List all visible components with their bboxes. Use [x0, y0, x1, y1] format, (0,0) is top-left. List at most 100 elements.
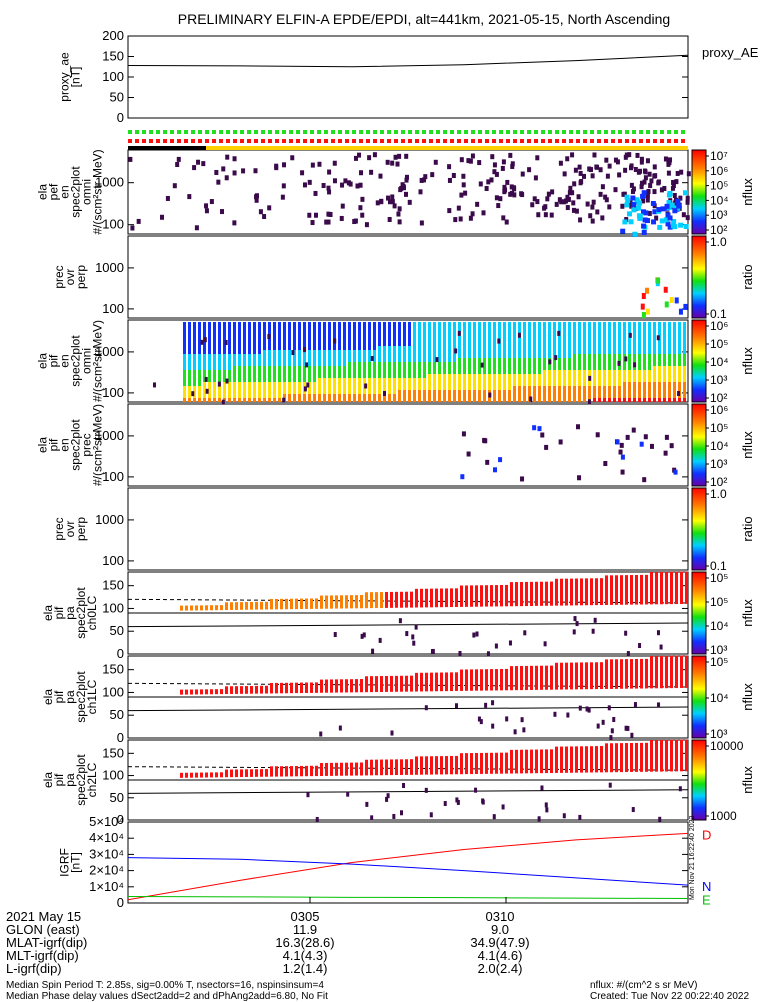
heatmap-cell — [223, 366, 226, 370]
heatmap-cell — [265, 771, 268, 777]
heatmap-cell — [198, 374, 201, 378]
heatmap-cell — [535, 155, 540, 161]
heatmap-cell — [575, 581, 578, 587]
heatmap-cell — [553, 334, 556, 338]
heatmap-cell — [390, 594, 393, 600]
heatmap-cell — [492, 139, 496, 143]
heatmap-cell — [338, 366, 341, 370]
heatmap-cell — [595, 764, 598, 770]
heatmap-cell — [685, 571, 688, 577]
colorbar-tick-label: 10⁵ — [710, 595, 728, 609]
heatmap-cell — [333, 362, 336, 366]
heatmap-cell — [670, 571, 673, 577]
heatmap-cell — [608, 322, 611, 326]
heatmap-cell — [493, 350, 496, 354]
heatmap-cell — [593, 398, 596, 402]
heatmap-cell — [300, 768, 303, 774]
heatmap-cell — [515, 757, 518, 763]
heatmap-cell — [663, 378, 666, 382]
heatmap-cell — [285, 598, 288, 604]
heatmap-cell — [633, 374, 636, 378]
heatmap-cell — [245, 769, 248, 775]
heatmap-cell — [515, 685, 518, 691]
heatmap-cell — [635, 758, 638, 764]
heatmap-cell — [288, 350, 291, 354]
heatmap-cell — [608, 354, 611, 358]
heatmap-cell — [648, 394, 651, 398]
heatmap-cell — [518, 370, 521, 374]
heatmap-cell — [310, 220, 315, 226]
heatmap-cell — [450, 588, 453, 594]
heatmap-cell — [518, 374, 521, 378]
heatmap-cell — [600, 591, 603, 597]
heatmap-cell — [339, 215, 344, 221]
heatmap-cell — [298, 370, 301, 374]
heatmap-cell — [580, 684, 583, 690]
heatmap-cell — [665, 655, 668, 661]
heatmap-cell — [610, 756, 613, 762]
heatmap-cell — [488, 322, 491, 326]
heatmap-cell — [298, 394, 301, 398]
heatmap-cell — [588, 213, 593, 219]
heatmap-cell — [583, 366, 586, 370]
heatmap-cell — [643, 350, 646, 354]
heatmap-cell — [665, 571, 668, 577]
heatmap-cell — [588, 375, 592, 381]
heatmap-cell — [548, 386, 551, 390]
heatmap-cell — [435, 761, 438, 767]
heatmap-cell — [528, 386, 531, 390]
heatmap-cell — [293, 354, 296, 358]
heatmap-cell — [667, 130, 671, 134]
heatmap-cell — [658, 816, 662, 822]
heatmap-cell — [490, 601, 493, 607]
heatmap-cell — [630, 588, 633, 594]
heatmap-cell — [535, 595, 538, 601]
heatmap-cell — [183, 390, 186, 394]
heatmap-cell — [453, 378, 456, 382]
heatmap-cell — [620, 580, 623, 586]
heatmap-cell — [600, 767, 603, 773]
heatmap-cell — [450, 599, 453, 605]
heatmap-cell — [338, 130, 342, 134]
heatmap-cell — [535, 754, 538, 760]
heatmap-cell — [657, 224, 663, 230]
heatmap-cell — [648, 382, 651, 386]
heatmap-cell — [588, 322, 591, 326]
heatmap-cell — [290, 601, 293, 607]
heatmap-cell — [223, 334, 226, 338]
heatmap-cell — [180, 689, 183, 695]
y-tick-label: 100 — [102, 217, 124, 232]
heatmap-cell — [653, 398, 656, 402]
heatmap-cell — [570, 190, 575, 196]
heatmap-cell — [268, 366, 271, 370]
heatmap-cell — [610, 678, 613, 684]
heatmap-cell — [605, 659, 608, 665]
heatmap-cell — [613, 187, 618, 193]
colorbar-label: nflux — [740, 683, 755, 711]
heatmap-cell — [555, 767, 558, 773]
heatmap-cell — [348, 354, 351, 358]
heatmap-cell — [360, 212, 365, 218]
heatmap-cell — [615, 751, 618, 757]
heatmap-cell — [313, 386, 316, 390]
heatmap-cell — [655, 766, 658, 772]
heatmap-cell — [680, 763, 683, 769]
heatmap-cell — [660, 571, 663, 577]
heatmap-cell — [630, 594, 633, 600]
heatmap-cell — [450, 139, 454, 143]
heatmap-cell — [673, 322, 676, 326]
heatmap-cell — [620, 659, 623, 665]
heatmap-cell — [135, 139, 139, 143]
ephem-label-glon: GLON (east) — [6, 922, 80, 937]
heatmap-cell — [525, 598, 528, 604]
heatmap-cell — [660, 593, 663, 599]
heatmap-cell — [628, 338, 631, 342]
heatmap-cell — [510, 161, 515, 167]
heatmap-cell — [378, 370, 381, 374]
heatmap-cell — [485, 593, 488, 599]
heatmap-cell — [630, 189, 635, 195]
heatmap-cell — [588, 366, 591, 370]
heatmap-cell — [638, 342, 641, 346]
heatmap-cell — [313, 362, 316, 366]
heatmap-cell — [555, 746, 558, 752]
